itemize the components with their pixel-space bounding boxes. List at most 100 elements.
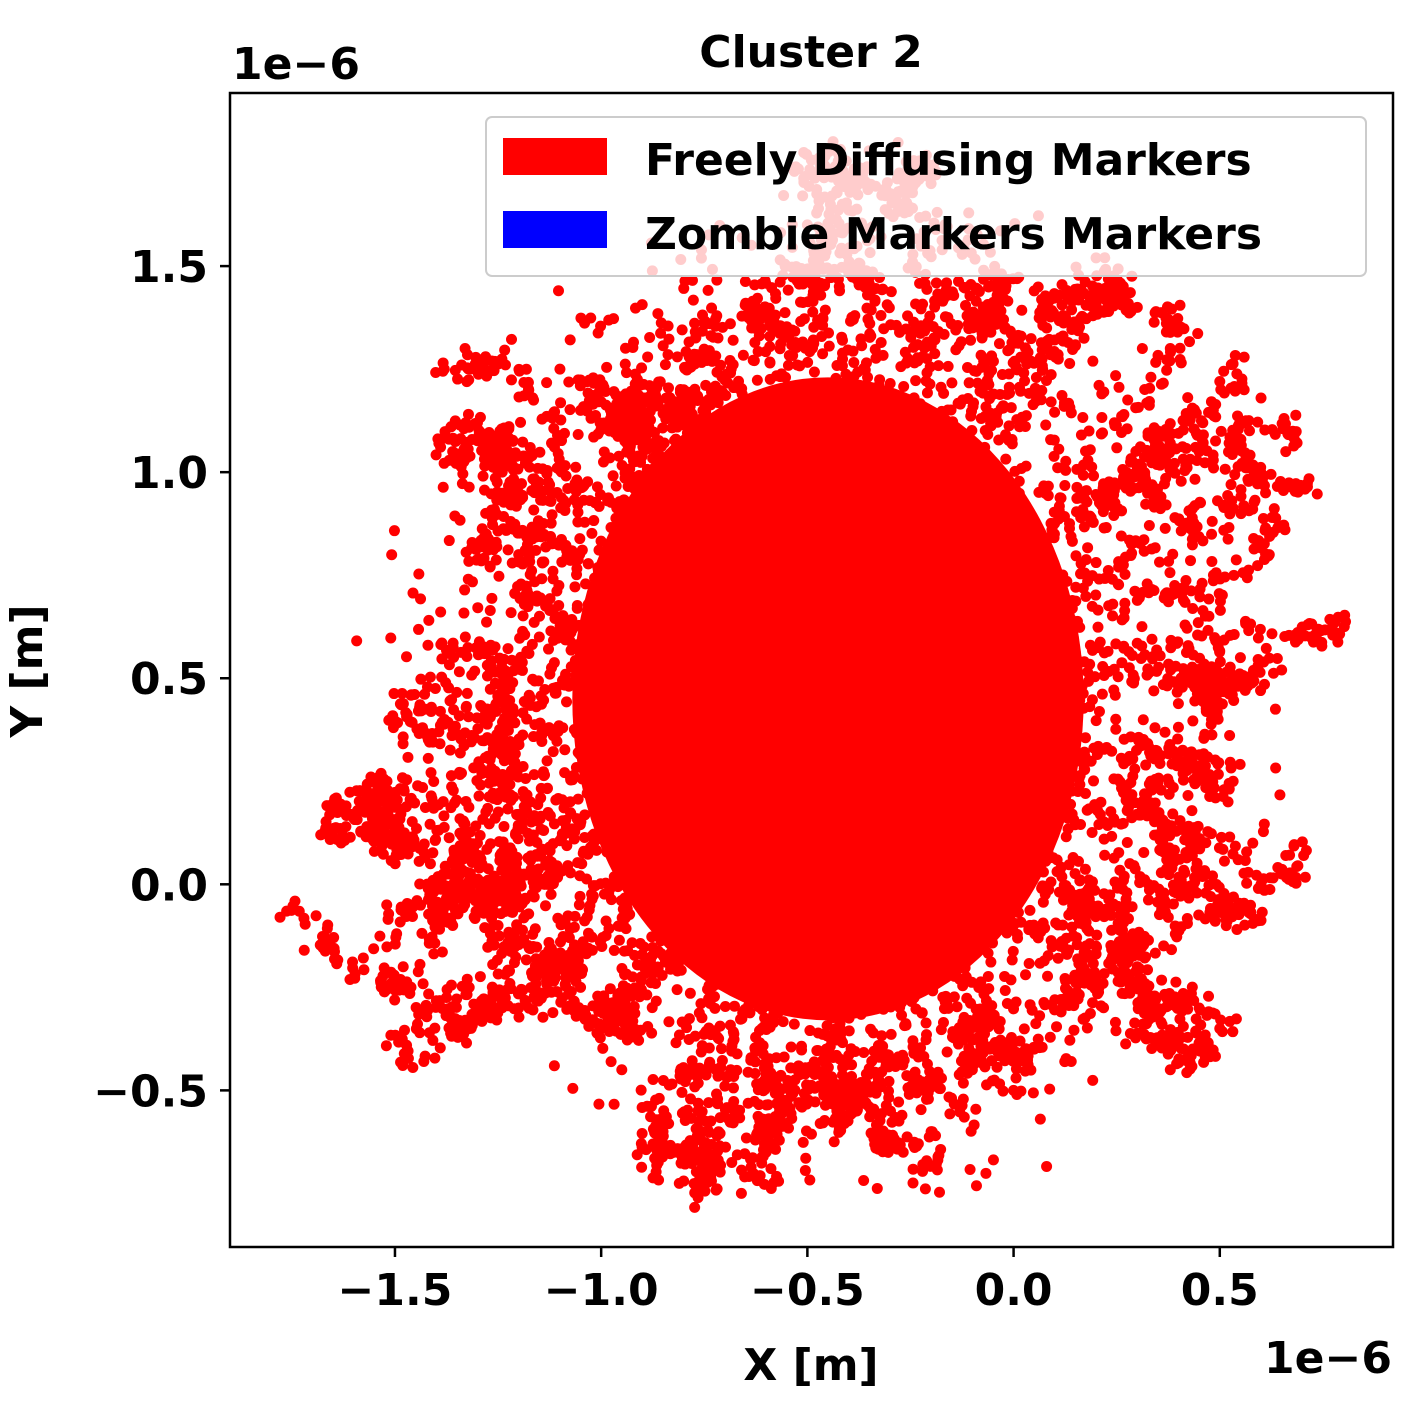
scatter-point <box>450 457 462 469</box>
scatter-point <box>517 436 529 448</box>
scatter-point <box>555 534 567 546</box>
scatter-point <box>732 486 744 498</box>
scatter-point <box>1224 907 1236 919</box>
scatter-point <box>1266 628 1278 640</box>
scatter-point <box>349 972 361 984</box>
scatter-point <box>753 330 765 342</box>
scatter-point <box>473 790 485 802</box>
scatter-point <box>1300 845 1312 857</box>
scatter-point <box>414 699 426 711</box>
scatter-point <box>1195 497 1207 509</box>
scatter-point <box>779 490 791 502</box>
scatter-point <box>620 388 632 400</box>
scatter-point <box>1238 867 1250 879</box>
scatter-point <box>456 1031 468 1043</box>
scatter-point <box>382 808 394 820</box>
scatter-point <box>1015 330 1027 342</box>
scatter-point <box>1233 909 1245 921</box>
scatter-point-40 <box>1164 343 1176 355</box>
scatter-point <box>461 1017 473 1029</box>
scatter-point <box>490 430 502 442</box>
scatter-point <box>417 978 429 990</box>
scatter-point <box>953 471 965 483</box>
scatter-point <box>328 932 340 944</box>
scatter-point <box>756 278 768 290</box>
scatter-point-46 <box>1296 483 1308 495</box>
scatter-point <box>907 1177 919 1189</box>
scatter-point <box>527 473 539 485</box>
scatter-point <box>396 1033 408 1045</box>
scatter-point <box>1044 1031 1056 1043</box>
scatter-point <box>620 412 632 424</box>
scatter-point <box>535 690 547 702</box>
scatter-point-15 <box>447 446 459 458</box>
scatter-point <box>1149 307 1161 319</box>
scatter-point <box>1175 525 1187 537</box>
scatter-point-75 <box>735 1187 747 1199</box>
scatter-point <box>586 527 598 539</box>
scatter-point <box>411 723 423 735</box>
scatter-point <box>1205 396 1217 408</box>
scatter-point <box>396 772 408 784</box>
scatter-point <box>484 683 496 695</box>
scatter-point <box>425 790 437 802</box>
scatter-point <box>1252 632 1264 644</box>
scatter-point <box>768 389 780 401</box>
scatter-point <box>660 392 672 404</box>
scatter-point <box>351 785 363 797</box>
scatter-point <box>530 544 542 556</box>
scatter-point <box>699 1115 711 1127</box>
scatter-point-80 <box>616 1064 628 1076</box>
scatter-point <box>976 381 988 393</box>
scatter-point <box>437 796 449 808</box>
scatter-point <box>331 958 343 970</box>
scatter-point <box>1220 666 1232 678</box>
scatter-point <box>628 672 640 684</box>
scatter-point <box>1146 543 1158 555</box>
scatter-point <box>461 376 473 388</box>
scatter-point <box>647 1172 659 1184</box>
scatter-point <box>1096 412 1108 424</box>
scatter-point-8 <box>418 1056 430 1068</box>
scatter-point-79 <box>636 1142 648 1154</box>
scatter-point <box>1153 1003 1165 1015</box>
scatter-point <box>1073 294 1085 306</box>
scatter-point <box>764 330 776 342</box>
scatter-point <box>1004 387 1016 399</box>
scatter-point <box>382 913 394 925</box>
scatter-point <box>773 510 785 522</box>
scatter-point <box>545 625 557 637</box>
scatter-point-18 <box>513 549 525 561</box>
scatter-point <box>289 895 301 907</box>
scatter-point <box>1175 1031 1187 1043</box>
scatter-point <box>991 569 1003 581</box>
scatter-point-1 <box>315 829 327 841</box>
scatter-point <box>1174 342 1186 354</box>
scatter-point <box>436 911 448 923</box>
scatter-point <box>1108 684 1120 696</box>
scatter-point <box>1008 837 1020 849</box>
scatter-point <box>1247 917 1259 929</box>
scatter-point <box>1276 418 1288 430</box>
scatter-point <box>806 478 818 490</box>
scatter-point <box>374 815 386 827</box>
scatter-point <box>518 377 530 389</box>
scatter-point <box>1162 1048 1174 1060</box>
scatter-point <box>1240 615 1252 627</box>
scatter-point <box>1199 869 1211 881</box>
scatter-point <box>433 898 445 910</box>
scatter-point <box>460 546 472 558</box>
scatter-point-0 <box>298 944 310 956</box>
scatter-point <box>711 1183 723 1195</box>
scatter-point <box>1197 429 1209 441</box>
scatter-point <box>1021 851 1033 863</box>
scatter-point <box>1055 1006 1067 1018</box>
scatter-point <box>505 374 517 386</box>
scatter-point <box>413 855 425 867</box>
scatter-point <box>941 277 953 289</box>
scatter-point <box>424 858 436 870</box>
scatter-point <box>387 710 399 722</box>
scatter-point <box>807 306 819 318</box>
scatter-point <box>387 817 399 829</box>
scatter-point <box>917 915 929 927</box>
